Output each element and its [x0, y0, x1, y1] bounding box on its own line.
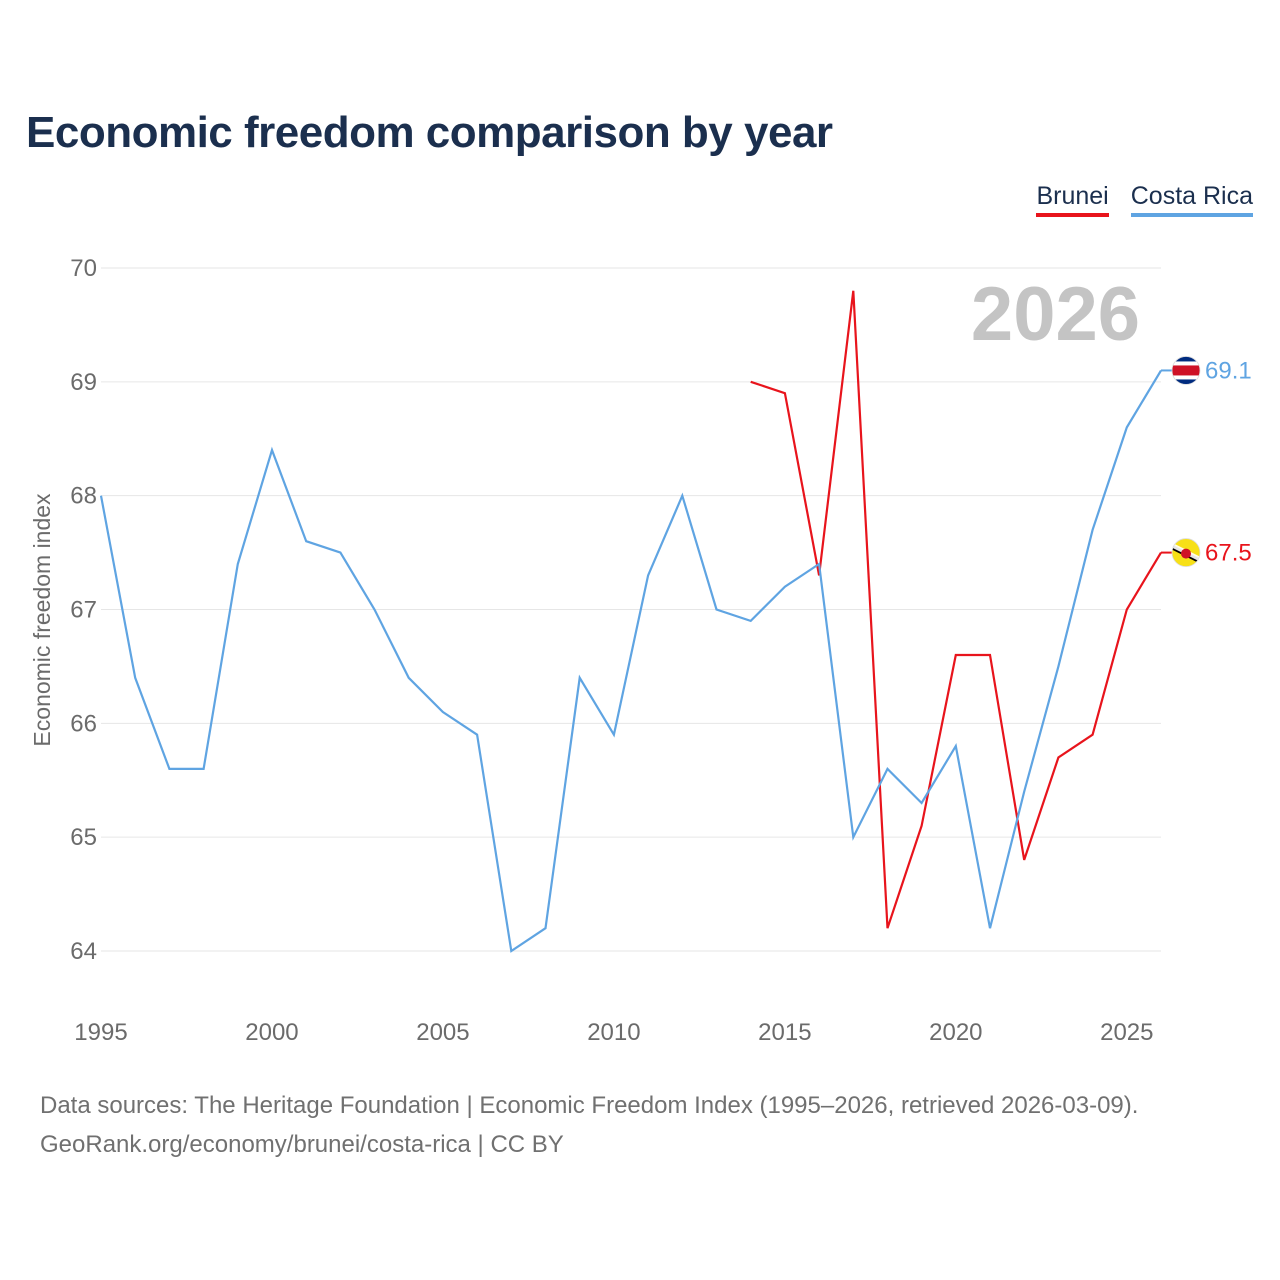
legend-item-brunei[interactable]: Brunei	[1036, 182, 1109, 217]
x-tick-label: 2025	[1100, 1019, 1153, 1046]
y-tick-label: 64	[70, 938, 97, 965]
series-line-costa_rica[interactable]	[99, 369, 1162, 953]
x-tick-label: 1995	[74, 1019, 127, 1046]
x-axis-ticks: 1995 2000 2005 2010 2015 2020 2025	[74, 1019, 1153, 1046]
x-tick-label: 2000	[245, 1019, 298, 1046]
y-tick-label: 69	[70, 369, 97, 396]
x-tick-label: 2020	[929, 1019, 982, 1046]
current-year-watermark: 2026	[971, 272, 1140, 357]
footer: Data sources: The Heritage Foundation | …	[40, 1086, 1138, 1164]
legend: Brunei Costa Rica	[1036, 182, 1253, 217]
chart-title: Economic freedom comparison by year	[26, 108, 833, 157]
end-value-label-brunei: 67.5	[1205, 540, 1252, 567]
source-link[interactable]: GeoRank.org/economy/brunei/costa-rica | …	[40, 1131, 564, 1158]
end-labels: 67.5 69.1	[1161, 356, 1252, 567]
x-tick-label: 2010	[587, 1019, 640, 1046]
end-value-label-costa_rica: 69.1	[1205, 357, 1252, 384]
brunei-flag-icon	[1171, 538, 1201, 567]
line-chart: 64 65 66 67 68 69 70 1995 2000 2005 2010 2015 2020 2…	[29, 255, 1252, 1046]
y-tick-label: 66	[70, 710, 97, 737]
y-axis-label: Economic freedom index	[29, 493, 55, 747]
grid-lines	[101, 267, 1161, 952]
x-tick-label: 2005	[416, 1019, 469, 1046]
data-source-text: Data sources: The Heritage Foundation | …	[40, 1092, 1139, 1119]
y-axis-ticks: 64 65 66 67 68 69 70	[70, 255, 97, 965]
legend-item-costa-rica[interactable]: Costa Rica	[1130, 182, 1253, 217]
y-tick-label: 70	[70, 255, 97, 282]
x-tick-label: 2015	[758, 1019, 811, 1046]
costa-rica-flag-icon	[1171, 356, 1201, 385]
y-tick-label: 67	[70, 597, 97, 624]
y-tick-label: 65	[70, 824, 97, 851]
series-layer	[99, 290, 1162, 953]
series-line-brunei[interactable]	[750, 290, 1162, 929]
y-tick-label: 68	[70, 483, 97, 510]
